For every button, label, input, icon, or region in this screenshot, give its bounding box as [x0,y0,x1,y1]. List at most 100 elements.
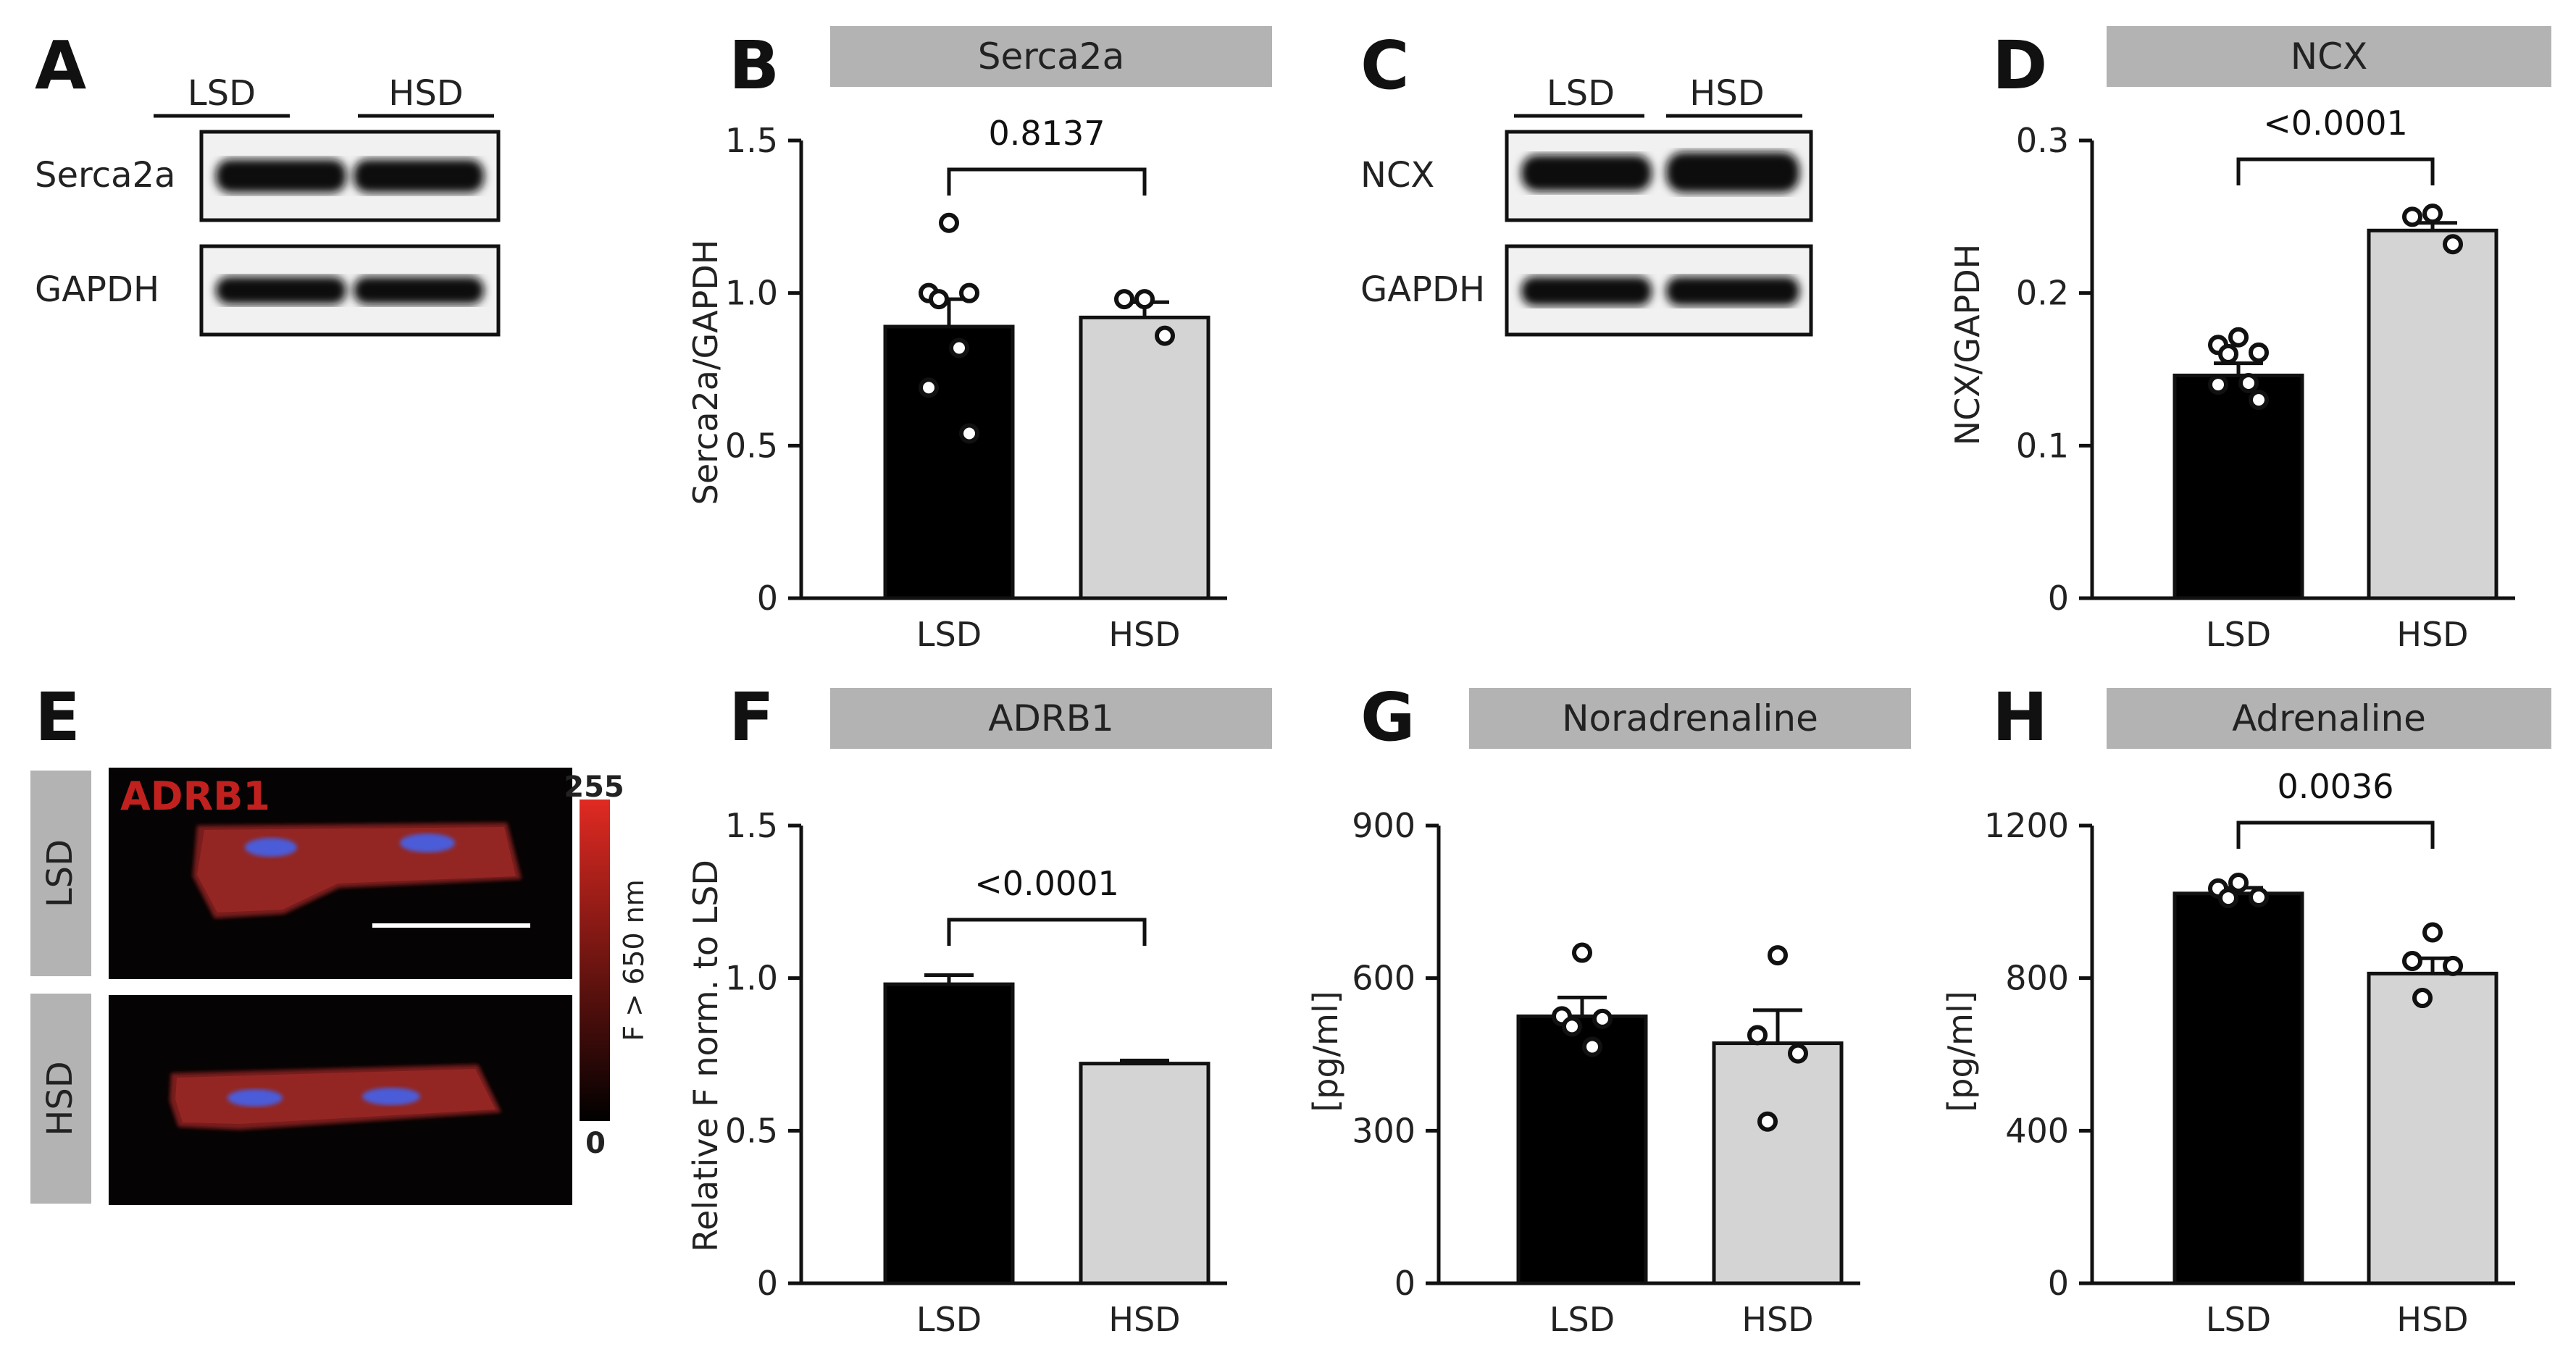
significance-bracket [2236,157,2435,185]
data-point [2443,955,2463,976]
bar-lsd [1516,1014,1648,1285]
y-tick-label: 1.5 [725,806,778,845]
blot-a-group-lsd: LSD [188,73,256,114]
chart-title-box [2107,688,2551,749]
data-point [2208,374,2228,395]
panel-label-b: B [729,27,779,104]
image-row-label-2: HSD [40,1061,80,1136]
chart-title-box [2107,26,2551,87]
y-axis-label: Serca2a/GAPDH [686,240,725,505]
panel-label-h: H [1992,679,2048,756]
panel-label-d: D [1992,27,2047,104]
data-point [2402,950,2422,971]
data-point [1747,1025,1768,1046]
data-point [1114,289,1134,310]
micrograph-lsd: ADRB1 [109,768,572,979]
y-tick-label: 1.0 [725,959,778,998]
data-point [2218,888,2238,909]
x-category-label: HSD [2396,615,2468,654]
stain-label: ADRB1 [120,773,270,819]
blot-c-row-label-2: GAPDH [1360,269,1485,310]
chart-marks: 0 300 600 900 LSD HSD [1352,806,1860,1339]
y-tick-label: 0.5 [725,1111,778,1150]
y-tick-label: 0.3 [2016,121,2069,160]
data-point [929,289,949,310]
data-point [939,212,959,233]
data-point [1768,945,1788,966]
micrograph-hsd [109,995,572,1205]
intensity-colorbar: 255 0 F > 650 nm [564,771,650,1160]
data-point [2402,206,2422,227]
data-point [2238,372,2259,393]
chart-panel-f: F ADRB1 Relative F norm. to LSD 0 0.5 1.0 1… [686,679,1272,1339]
bar-lsd [2173,373,2304,600]
y-tick-label: 0 [757,1264,778,1303]
chart-title: Adrenaline [2232,697,2426,739]
x-category-label: LSD [2206,615,2271,654]
chart-title: ADRB1 [988,697,1114,739]
data-point [1592,1008,1613,1029]
y-tick-label: 0.2 [2016,274,2069,313]
blot-c-group-hsd: HSD [1689,73,1765,114]
y-tick-label: 600 [1352,959,1415,998]
panel-label-g: G [1360,679,1415,756]
data-point [2228,327,2249,348]
y-tick-label: 900 [1352,806,1415,845]
image-row-label-box-2 [30,994,91,1204]
data-point [2249,342,2269,363]
chart-panel-b: B Serca2a Serca2a/GAPDH 0 0.5 1.0 1.5 LSD HSD… [686,26,1272,654]
image-row-label-box-1 [30,771,91,976]
data-point [1562,1016,1582,1037]
panel-label-c: C [1360,27,1410,104]
panel-label-f: F [729,679,774,756]
bar-hsd [2367,971,2498,1285]
bar-hsd [1712,1041,1844,1285]
panel-a: A LSD HSD Serca2a GAPDH [35,27,501,337]
y-tick-label: 0 [2048,1264,2069,1303]
chart-title: NCX [2291,35,2368,77]
blot-a-group-hsd: HSD [388,73,464,114]
data-point [2249,390,2269,411]
chart-panel-d: D NCX NCX/GAPDH 0 0.1 0.2 0.3 LSD HSD <0.0001 [1948,26,2551,654]
x-category-label: LSD [916,615,982,654]
y-tick-label: 800 [2005,959,2069,998]
image-row-label-1: LSD [40,839,80,907]
bar-hsd [2367,228,2498,600]
data-point [1757,1111,1778,1132]
y-tick-label: 300 [1352,1111,1415,1150]
x-category-label: HSD [1741,1300,1813,1339]
bar-hsd [1079,1062,1210,1285]
data-point [1572,942,1592,963]
chart-panel-h: H Adrenaline [pg/ml] 0 400 800 1200 LSD HSD 0.… [1941,679,2551,1339]
y-axis-label: [pg/ml] [1306,991,1345,1112]
x-category-label: HSD [1108,1300,1180,1339]
blot-c-strip-2 [1505,244,1813,337]
chart-title: Serca2a [978,35,1125,77]
data-point [2422,922,2443,943]
chart-marks: 0 400 800 1200 LSD HSD 0.0036 [1984,767,2515,1339]
x-category-label: HSD [2396,1300,2468,1339]
data-point [1582,1036,1602,1057]
data-point [959,282,979,303]
p-value-label: 0.8137 [989,114,1105,153]
blot-c-group-lsd: LSD [1547,73,1615,114]
panel-label-e: E [35,679,80,756]
significance-bracket [947,918,1147,946]
y-tick-label: 0.5 [725,426,778,465]
colorbar-min: 0 [585,1127,606,1160]
significance-bracket [2236,821,2435,849]
data-point [1788,1043,1808,1064]
chart-title-box [830,26,1272,87]
chart-marks: 0 0.5 1.0 1.5 LSD HSD <0.0001 [725,806,1227,1339]
chart-title-box [1469,688,1911,749]
y-tick-label: 1.5 [725,121,778,160]
y-tick-label: 0 [2048,579,2069,618]
data-point [1134,289,1155,310]
y-axis-label: [pg/ml] [1941,991,1980,1112]
blot-a-strip-2 [199,244,501,337]
chart-marks: 0 0.5 1.0 1.5 LSD HSD 0.8137 [725,114,1227,654]
bar-hsd [1079,315,1210,600]
data-point [2249,887,2269,908]
blot-a-row-label-2: GAPDH [35,269,159,310]
data-point [1155,325,1175,346]
